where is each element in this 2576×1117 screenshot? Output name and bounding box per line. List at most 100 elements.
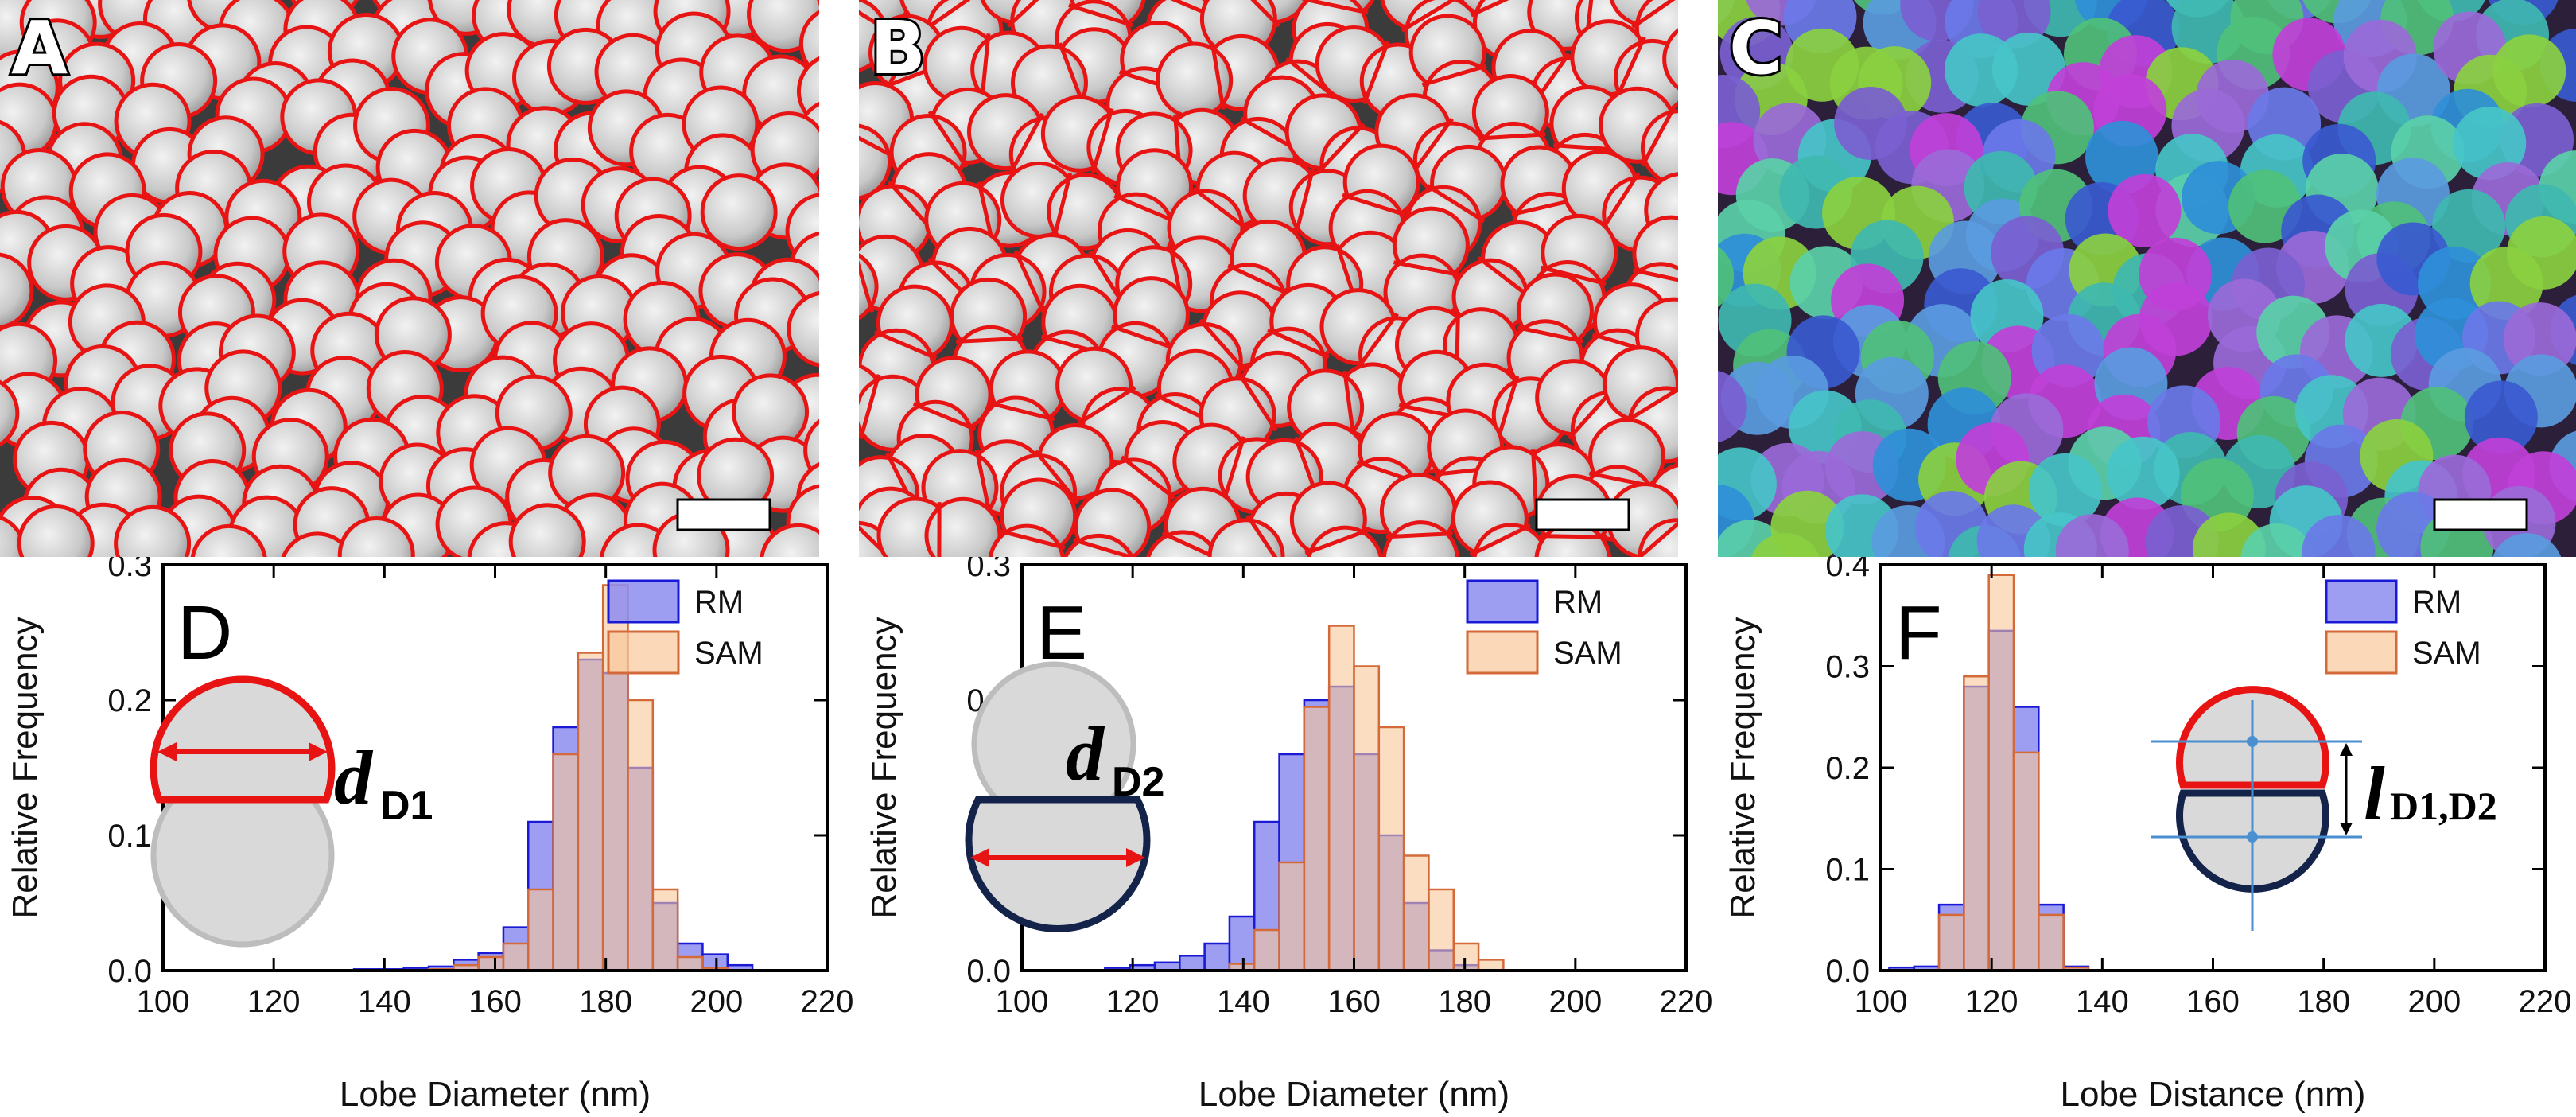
lobe-boundary-line: [1393, 260, 1460, 278]
particle-lobe: [1750, 533, 1820, 557]
dumbbell-particle: [1662, 28, 1678, 91]
dumbbell-particle: [1289, 481, 1383, 557]
micrograph-a-image: A: [0, 0, 819, 557]
particle-layer: [1718, 0, 2576, 557]
dumbbell-particle: [337, 492, 457, 557]
y-tick-label: 0.0: [966, 954, 1011, 989]
lobe-boundary-line: [927, 110, 969, 169]
arrowhead-right: [1126, 848, 1145, 867]
lobe-boundary-line: [1426, 184, 1486, 224]
arrowhead-down: [2340, 823, 2353, 835]
symbol-subscript-d1-d2: D1,D2: [2390, 784, 2497, 828]
lobe-boundary-line: [989, 401, 1055, 422]
x-tick-label: 160: [1327, 984, 1381, 1019]
particle-inset-diagram: d D1: [150, 675, 433, 948]
lobe-boundary-line: [1222, 436, 1246, 501]
lobe-boundary-line: [859, 259, 875, 313]
lobe-boundary-line: [1600, 172, 1641, 231]
particle-lobe: [2464, 380, 2538, 454]
particle-lobe: [700, 173, 778, 251]
legend-swatch-sam: [1466, 630, 1539, 675]
particle-lobe: [2503, 302, 2576, 376]
histogram-bar: [1179, 955, 1206, 972]
lobe-boundary-line: [1385, 531, 1453, 539]
lobe-boundary-line: [956, 336, 1024, 344]
particle-lobe: [787, 290, 819, 368]
y-axis-title: Relative Frequency: [1723, 617, 1762, 918]
legend-label-rm: RM: [1553, 585, 1603, 620]
lobe-boundary-line: [999, 529, 1066, 550]
lobe-boundary-line: [1304, 528, 1370, 555]
dumbbell-particle: [787, 290, 819, 368]
particle-lobe: [2055, 514, 2129, 557]
x-tick-label: 180: [2297, 984, 2350, 1019]
lobe-boundary-line: [1623, 387, 1678, 424]
lobe-boundary-line: [859, 525, 892, 557]
x-tick-label: 120: [1106, 984, 1160, 1019]
x-tick-label: 220: [801, 984, 854, 1019]
lobe-boundary-line: [1541, 265, 1607, 286]
dumbbell-particle: [1944, 32, 2065, 107]
histogram-bar: [1937, 913, 1965, 972]
particle-lobe: [0, 379, 20, 447]
histogram-bar: [627, 699, 655, 972]
x-tick-label: 200: [2407, 984, 2461, 1019]
histogram-bar: [1278, 861, 1306, 972]
histogram-bar: [1428, 888, 1455, 972]
x-tick-label: 100: [996, 984, 1049, 1019]
dumbbell-particle: [2492, 28, 2576, 108]
lobe-boundary-line: [859, 135, 895, 158]
lobe-boundary-line: [1006, 0, 1039, 28]
histogram-bar: [1327, 625, 1355, 972]
symbol-d-d1: d: [334, 735, 374, 820]
lobe-boundary-line: [1421, 64, 1487, 88]
lobe-boundary-line: [1250, 0, 1281, 28]
lobe-boundary-line: [1008, 112, 1045, 174]
dumbbell-particle: [2469, 216, 2576, 321]
scale-bar: [676, 498, 771, 531]
lobe-boundary-line: [1210, 43, 1226, 111]
upper-lobe-d1: [150, 675, 336, 804]
particle-lobe: [337, 516, 415, 557]
dumbbell-particle: [1063, 488, 1152, 557]
particle-lobe: [2453, 107, 2527, 181]
histogram-bar: [1987, 574, 2015, 972]
histogram-f-plot: 100 120 140 160 180 200 220 0.0 0.1 0.2 0.3 0.4 Lobe…: [1723, 557, 2571, 1114]
scale-bar: [2433, 498, 2528, 531]
lobe-boundary-line: [1478, 132, 1546, 141]
particle-lobe: [0, 252, 34, 329]
particle-lobe: [1640, 109, 1678, 187]
y-tick-label: 0.4: [1825, 557, 1870, 583]
lobe-boundary-line: [1090, 107, 1114, 173]
lobe-boundary-line: [1245, 514, 1278, 557]
x-tick-label: 140: [2076, 984, 2129, 1019]
particle-lobe: [281, 531, 354, 557]
dumbbell-particle: [760, 484, 819, 557]
particle-lobe: [760, 523, 819, 557]
panel-label-e: E: [1036, 590, 1087, 675]
legend-label-rm: RM: [2412, 585, 2461, 620]
scale-bar: [1535, 498, 1630, 531]
lobe-boundary-line: [1362, 41, 1390, 105]
y-tick-label: 0.3: [107, 557, 152, 583]
histogram-d: 100 120 140 160 180 200 220 0.0 0.1 0.2 0.3 Lobe Di…: [0, 557, 858, 1117]
particle-lobe: [2108, 173, 2182, 247]
particle-lobe: [2240, 523, 2314, 557]
histogram-bar: [2038, 913, 2065, 972]
particle-lobe: [1718, 246, 1735, 307]
histogram-bar: [1303, 706, 1331, 972]
legend-swatch-rm: [1466, 579, 1539, 624]
y-axis-title: Relative Frequency: [864, 617, 903, 918]
lobe-boundary-line: [1632, 268, 1678, 282]
particle-lobe: [2302, 515, 2376, 557]
legend-swatch-rm: [607, 579, 680, 624]
x-tick-label: 220: [1660, 984, 1713, 1019]
panel-label-c: C: [1729, 6, 1783, 91]
legend-label-sam: SAM: [1553, 636, 1622, 671]
particle-lobe: [1307, 525, 1383, 557]
x-tick-label: 140: [1217, 984, 1270, 1019]
histogram-d-plot: 100 120 140 160 180 200 220 0.0 0.1 0.2 0.3 Lobe Di…: [6, 557, 854, 1114]
lobe-boundary-line: [859, 374, 881, 440]
particle-lobe: [1944, 33, 2018, 107]
